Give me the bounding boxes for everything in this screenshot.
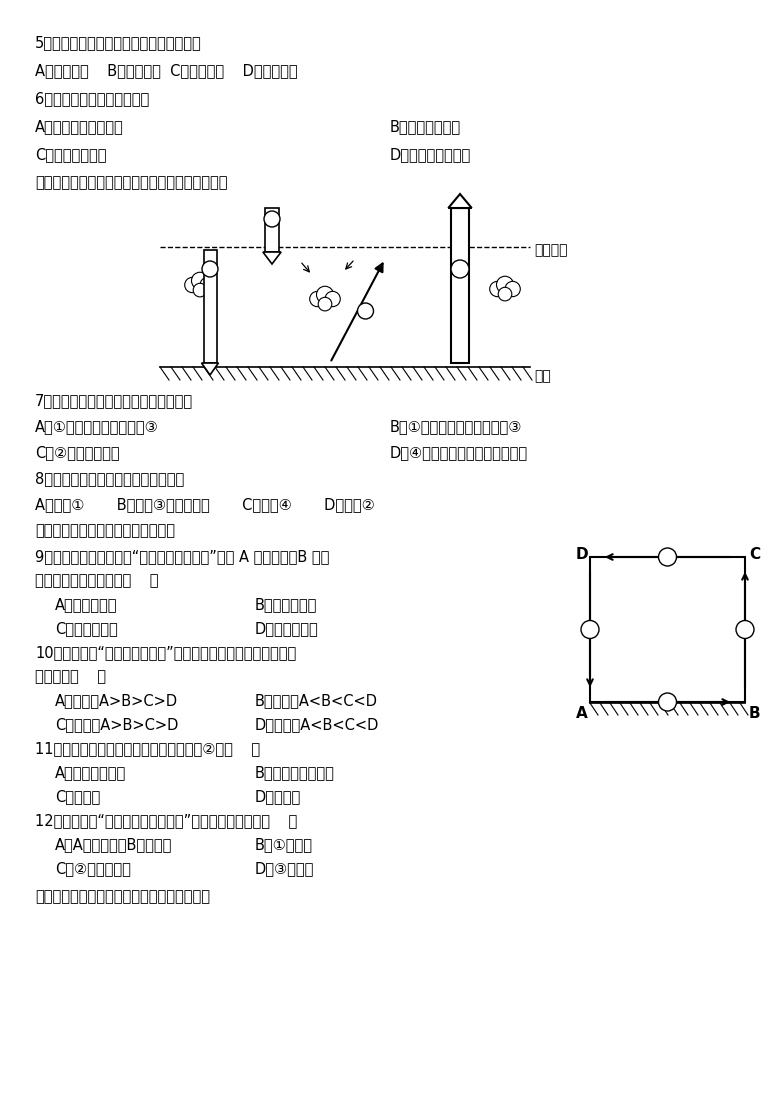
Circle shape [310, 291, 325, 307]
Circle shape [317, 287, 334, 303]
Text: C．白天的陆风: C．白天的陆风 [55, 621, 118, 636]
Circle shape [185, 277, 200, 292]
Text: B．白昼时长较长: B．白昼时长较长 [390, 119, 461, 133]
Text: C．②为地表径流: C．②为地表径流 [55, 861, 131, 876]
Text: A．A地为海洋，B地为陆地: A．A地为海洋，B地为陆地 [55, 837, 172, 852]
Text: D．夜晚的陆风: D．夜晚的陆风 [255, 621, 319, 636]
Text: A: A [576, 706, 588, 721]
Text: ①: ① [267, 214, 277, 224]
Text: 陆地，则此图所示情形（    ）: 陆地，则此图所示情形（ ） [35, 572, 158, 588]
Text: 大气上界: 大气上界 [534, 243, 568, 257]
Polygon shape [263, 251, 281, 264]
Text: ③: ③ [739, 623, 750, 636]
Text: B．①所代表的辐射波长大于③: B．①所代表的辐射波长大于③ [390, 419, 523, 433]
Circle shape [658, 548, 676, 566]
Circle shape [357, 303, 374, 319]
Text: D．日出方位角较大: D．日出方位角较大 [390, 147, 471, 162]
Text: 正确的是（    ）: 正确的是（ ） [35, 670, 106, 684]
Text: 下图为大气受热过程示意图，读图回答下列各题。: 下图为大气受热过程示意图，读图回答下列各题。 [35, 175, 228, 190]
Text: B．气温：A<B<C<D: B．气温：A<B<C<D [255, 693, 378, 708]
Text: C．日出时间较早: C．日出时间较早 [35, 147, 107, 162]
Circle shape [505, 281, 520, 297]
Text: 5．此时段北京昼夜情况的说法，正确的是: 5．此时段北京昼夜情况的说法，正确的是 [35, 35, 202, 50]
Text: 8．利用人造烟雾来防御霜冻的原理是: 8．利用人造烟雾来防御霜冻的原理是 [35, 471, 184, 486]
Polygon shape [201, 363, 218, 375]
Circle shape [658, 693, 676, 711]
Circle shape [497, 276, 513, 293]
Text: 7．下列关于图中内容的叙述，正确的是: 7．下列关于图中内容的叙述，正确的是 [35, 393, 193, 408]
Text: ③: ③ [360, 306, 370, 315]
Text: 地面: 地面 [534, 370, 551, 383]
Text: D．③为蕉发: D．③为蕉发 [255, 861, 314, 876]
Circle shape [202, 261, 218, 277]
Text: ④: ④ [455, 264, 465, 274]
Text: 9．若该图为海滨地区的“海陆风模式示意图”，且 A 表示海洋，B 表示: 9．若该图为海滨地区的“海陆风模式示意图”，且 A 表示海洋，B 表示 [35, 549, 329, 564]
Text: ②: ② [205, 264, 215, 274]
Text: B: B [749, 706, 760, 721]
Text: B．副热带高气压带: B．副热带高气压带 [255, 765, 335, 780]
Text: C．②代表地面辐射: C．②代表地面辐射 [35, 445, 119, 460]
Circle shape [318, 298, 331, 311]
Text: D: D [576, 547, 589, 563]
Text: C．气压：A>B>C>D: C．气压：A>B>C>D [55, 717, 179, 732]
Text: A．正午太阳高度较大: A．正午太阳高度较大 [35, 119, 124, 133]
Text: ④: ④ [662, 550, 673, 564]
Polygon shape [448, 194, 472, 208]
Text: D．④代表的辐射与天气状况无关: D．④代表的辐射与天气状况无关 [390, 445, 528, 460]
Text: D．气压：A<B<C<D: D．气压：A<B<C<D [255, 717, 379, 732]
Text: ①: ① [584, 623, 596, 636]
Text: C．西风带: C．西风带 [55, 789, 101, 804]
Circle shape [200, 277, 215, 292]
Circle shape [581, 621, 599, 639]
Bar [265, 208, 279, 251]
Text: B．①为降水: B．①为降水 [255, 837, 313, 852]
Circle shape [193, 283, 207, 297]
Bar [590, 557, 745, 702]
Bar [204, 250, 217, 363]
Text: 10．若该图为“热力环流示意图”，关于四地气温、气压的叙述，: 10．若该图为“热力环流示意图”，关于四地气温、气压的叙述， [35, 645, 296, 660]
Text: B．夜晚的海风: B．夜晚的海风 [255, 597, 317, 612]
Text: A．减弱①       B．改变③的辐射方向       C．增强④       D．增强②: A．减弱① B．改变③的辐射方向 C．增强④ D．增强② [35, 497, 374, 512]
Text: A．气温：A>B>C>D: A．气温：A>B>C>D [55, 693, 178, 708]
Circle shape [490, 281, 505, 297]
Circle shape [451, 260, 469, 278]
Circle shape [736, 621, 754, 639]
Text: A．极地高气压带: A．极地高气压带 [55, 765, 126, 780]
Text: D．信风带: D．信风带 [255, 789, 301, 804]
Circle shape [192, 272, 208, 289]
Text: ②: ② [662, 696, 673, 708]
Text: 读下列环流示意图，完成下列各题。: 读下列环流示意图，完成下列各题。 [35, 523, 175, 538]
Text: A．白天的海风: A．白天的海风 [55, 597, 118, 612]
Text: 11．若该环流为三圈环流的中纬环流，则②为（    ）: 11．若该环流为三圈环流的中纬环流，则②为（ ） [35, 741, 260, 756]
Text: A．①代表的辐射能量大于③: A．①代表的辐射能量大于③ [35, 419, 159, 433]
Text: A．昼长夜短    B．昼夜平分  C．昼短夜长    D．无法判断: A．昼长夜短 B．昼夜平分 C．昼短夜长 D．无法判断 [35, 63, 298, 78]
Text: C: C [749, 547, 760, 563]
Bar [451, 208, 469, 363]
Circle shape [264, 211, 280, 227]
Circle shape [498, 287, 512, 301]
Circle shape [325, 291, 340, 307]
Text: 12．若该图为“海陆间水循环示意图”，则以下错误的是（    ）: 12．若该图为“海陆间水循环示意图”，则以下错误的是（ ） [35, 813, 297, 828]
Text: 6．与上海相比，此时段北京: 6．与上海相比，此时段北京 [35, 92, 149, 106]
Text: 下图为四幅气候类型图，据此回答下列小题：: 下图为四幅气候类型图，据此回答下列小题： [35, 889, 210, 904]
